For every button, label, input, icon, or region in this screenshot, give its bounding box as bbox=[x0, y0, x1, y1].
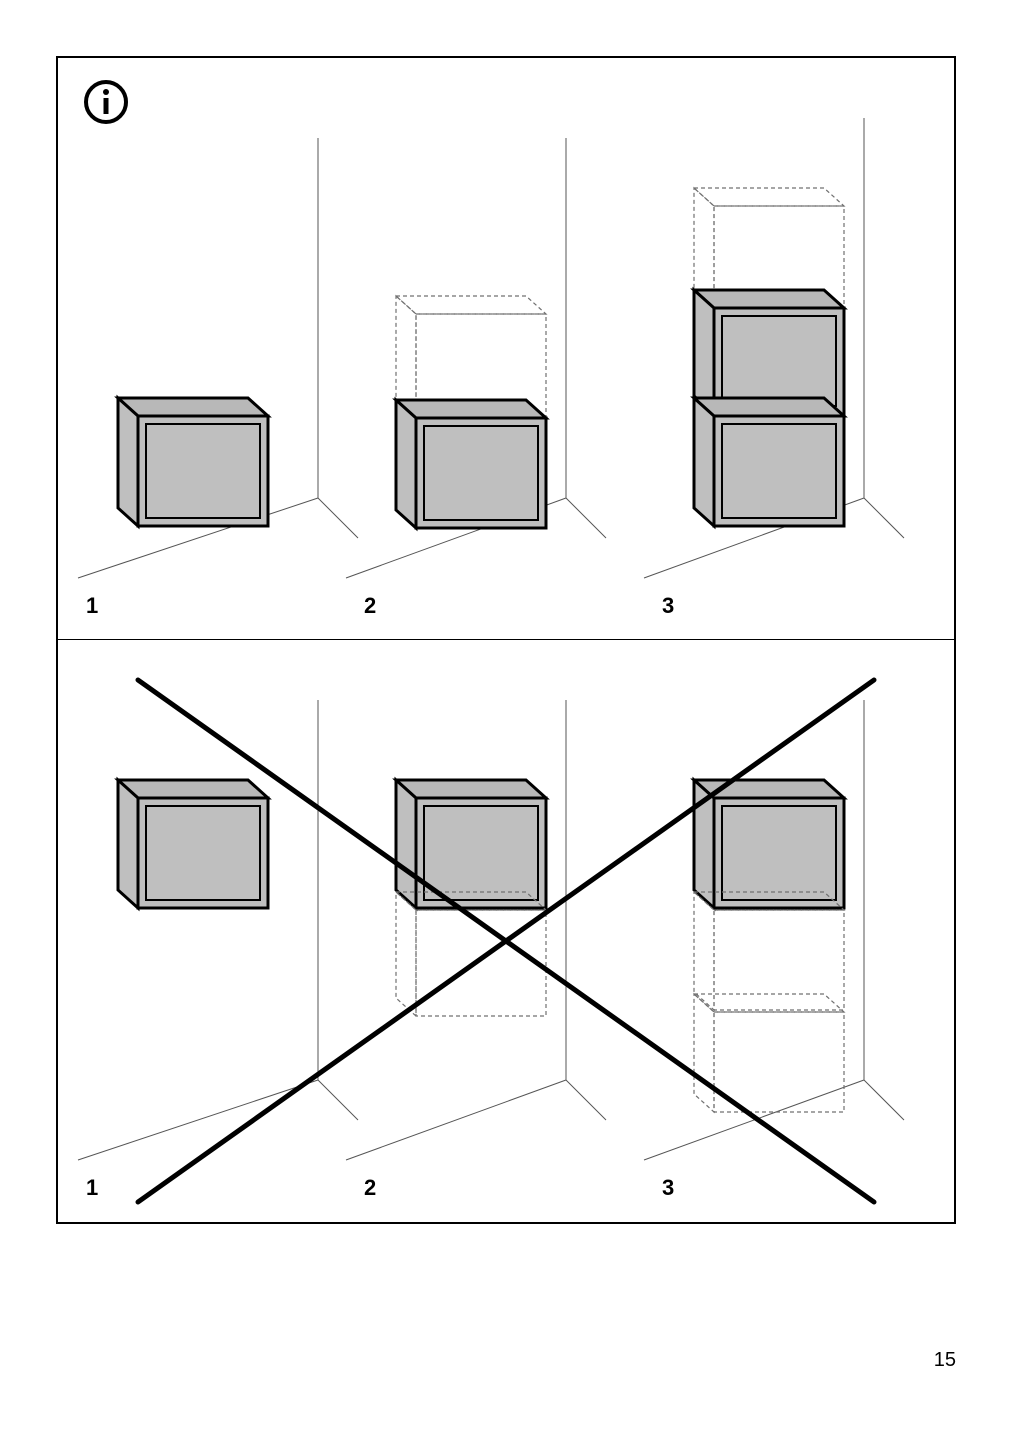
label-3: 3 bbox=[662, 1175, 674, 1200]
label-1: 1 bbox=[86, 1175, 98, 1200]
ghost-cube bbox=[694, 188, 844, 306]
cell-1-top: 1 bbox=[78, 138, 358, 618]
bottom-row-svg: 1 bbox=[58, 640, 954, 1222]
cell-3-bottom: 3 bbox=[644, 700, 904, 1200]
solid-cube bbox=[118, 398, 268, 526]
solid-cube bbox=[694, 290, 844, 414]
page-number: 15 bbox=[934, 1349, 956, 1372]
ghost-cube bbox=[694, 892, 844, 1010]
ghost-cube bbox=[694, 994, 844, 1112]
label-3: 3 bbox=[662, 593, 674, 618]
solid-cube bbox=[118, 780, 268, 908]
cell-2-top: 2 bbox=[346, 138, 606, 618]
label-2: 2 bbox=[364, 1175, 376, 1200]
top-row-svg: 1 bbox=[58, 58, 954, 640]
cell-3-top: 3 bbox=[644, 118, 904, 618]
bottom-row: 1 bbox=[58, 640, 954, 1222]
cell-2-bottom: 2 bbox=[346, 700, 606, 1200]
page: 1 bbox=[0, 0, 1012, 1432]
label-1: 1 bbox=[86, 593, 98, 618]
solid-cube bbox=[694, 780, 844, 908]
info-icon bbox=[82, 78, 130, 126]
instruction-frame: 1 bbox=[56, 56, 956, 1224]
solid-cube bbox=[396, 780, 546, 908]
cell-1-bottom: 1 bbox=[78, 700, 358, 1200]
label-2: 2 bbox=[364, 593, 376, 618]
cross-out-icon bbox=[138, 680, 874, 1202]
solid-cube bbox=[396, 400, 546, 528]
top-row: 1 bbox=[58, 58, 954, 640]
solid-cube bbox=[694, 398, 844, 526]
